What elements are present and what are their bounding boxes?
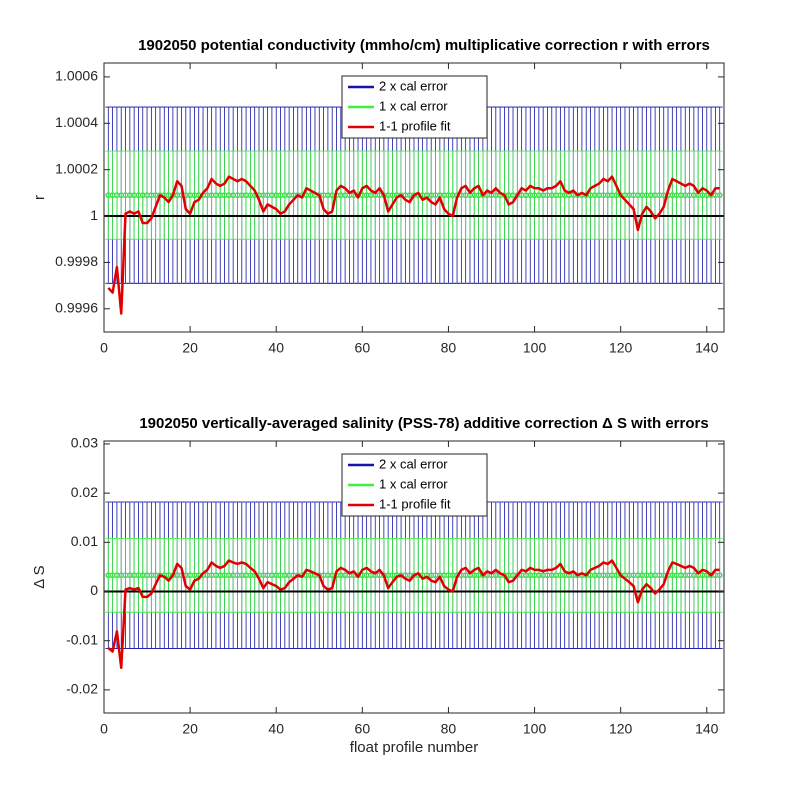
y-tick-label: 0.9998 (55, 253, 98, 269)
y-tick-label: -0.02 (66, 681, 98, 697)
error-center (716, 192, 723, 198)
legend-label: 1-1 profile fit (379, 496, 451, 511)
legend-label: 1 x cal error (379, 476, 448, 491)
y-tick-label: 0.03 (71, 435, 98, 451)
fit-line (107, 175, 720, 315)
fit-line (107, 559, 720, 669)
y-axis-label: Δ S (31, 565, 48, 588)
chart-title: 1902050 potential conductivity (mmho/cm)… (138, 37, 710, 54)
x-tick-label: 80 (441, 340, 457, 356)
x-tick-label: 100 (523, 721, 547, 737)
y-tick-label: 1.0006 (55, 68, 98, 84)
error-center (716, 572, 723, 579)
x-tick-label: 60 (355, 721, 371, 737)
y-tick-label: 0.02 (71, 484, 98, 500)
y-tick-label: 1.0002 (55, 160, 98, 176)
x-tick-label: 120 (609, 721, 633, 737)
error-bar (716, 150, 723, 240)
x-tick-label: 0 (100, 340, 108, 356)
axes-frame (103, 440, 725, 714)
y-tick-label: 0.9996 (55, 300, 98, 316)
legend-label: 2 x cal error (379, 456, 448, 471)
x-tick-label: 40 (268, 721, 284, 737)
y-tick-label: 1 (90, 207, 98, 223)
y-tick-label: 0.01 (71, 533, 98, 549)
x-tick-label: 140 (695, 721, 719, 737)
x-tick-label: 20 (182, 340, 198, 356)
x-tick-label: 80 (441, 721, 457, 737)
legend-label: 1-1 profile fit (379, 118, 451, 133)
y-tick-label: 0 (90, 582, 98, 598)
x-tick-label: 20 (182, 721, 198, 737)
x-tick-label: 40 (268, 340, 284, 356)
axes-frame (103, 62, 725, 333)
x-tick-label: 120 (609, 340, 633, 356)
y-tick-label: 1.0004 (55, 114, 98, 130)
legend-label: 1 x cal error (379, 98, 448, 113)
error-bar (716, 537, 723, 613)
x-axis-label: float profile number (350, 739, 478, 756)
x-tick-label: 140 (695, 340, 719, 356)
y-tick-label: -0.01 (66, 631, 98, 647)
x-tick-label: 100 (523, 340, 547, 356)
x-tick-label: 0 (100, 721, 108, 737)
y-axis-label: r (31, 195, 48, 200)
legend-label: 2 x cal error (379, 78, 448, 93)
chart-title: 1902050 vertically-averaged salinity (PS… (139, 415, 708, 432)
x-tick-label: 60 (355, 340, 371, 356)
